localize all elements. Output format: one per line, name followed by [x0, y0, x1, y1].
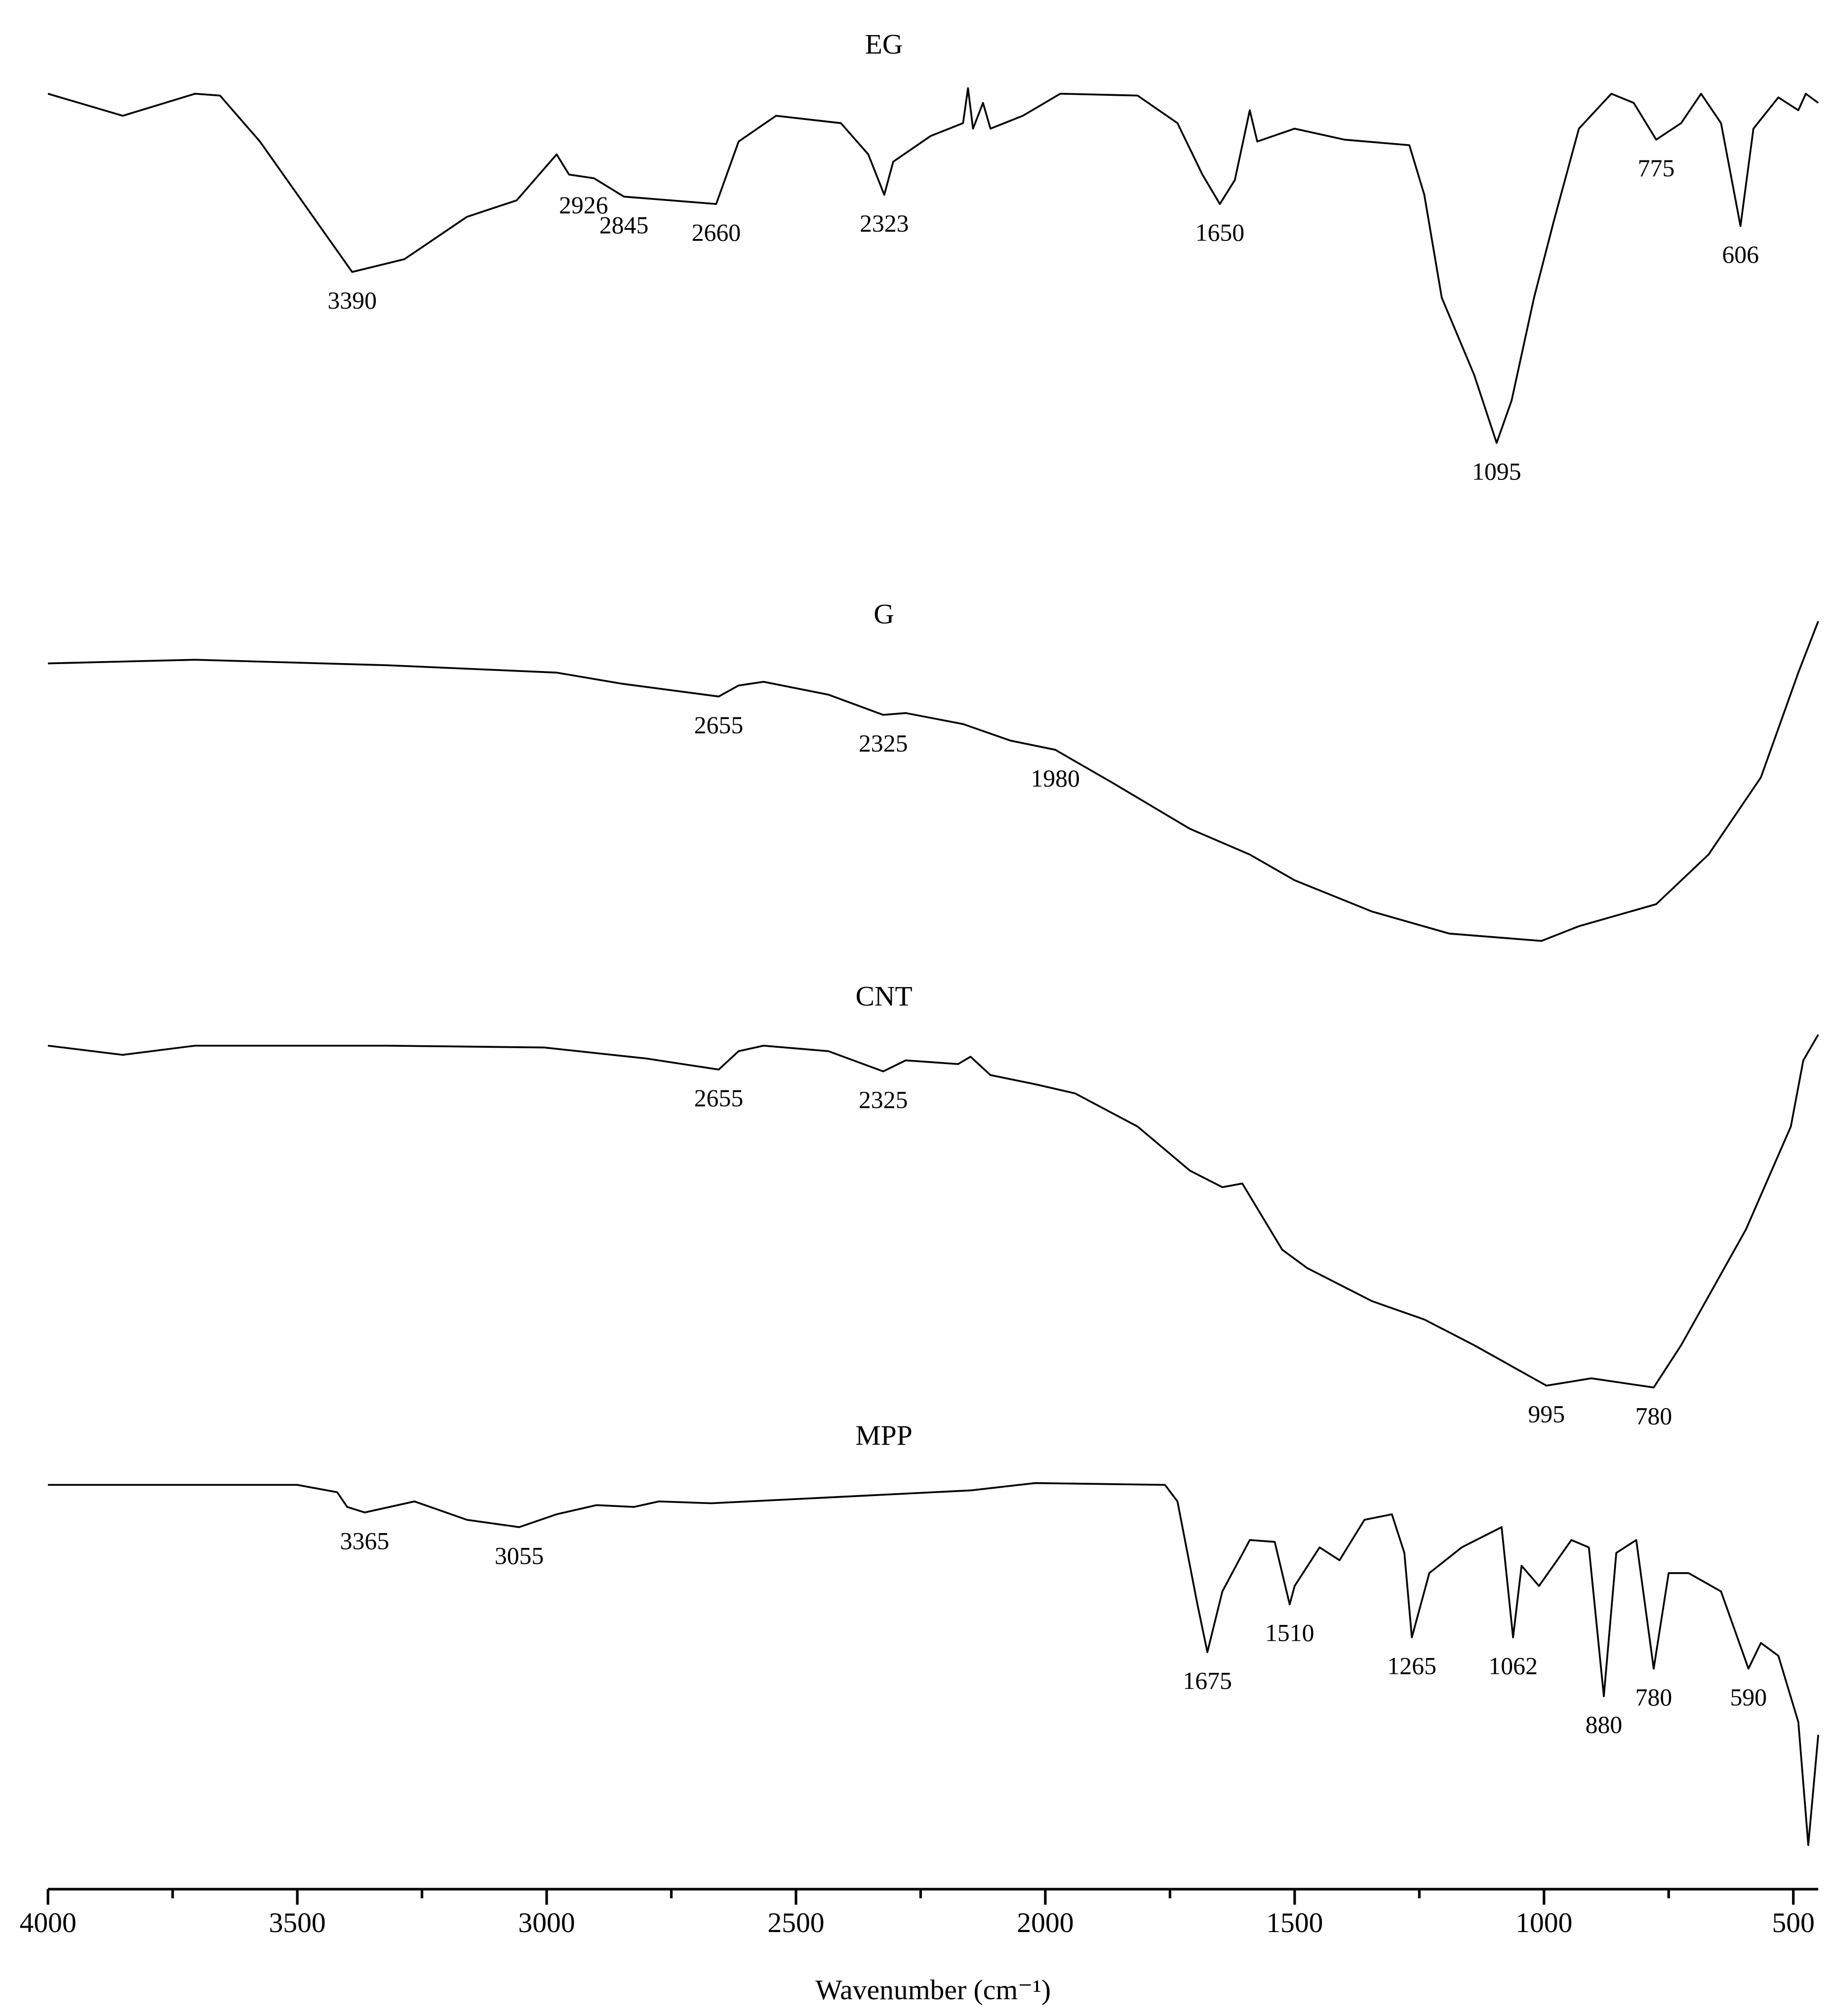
series-label: CNT: [855, 981, 912, 1012]
x-tick-label: 2500: [767, 1907, 824, 1938]
peak-label: 2845: [599, 212, 649, 239]
peak-label: 1675: [1183, 1667, 1232, 1694]
peak-label: 1980: [1031, 765, 1080, 792]
x-tick-label: 3500: [269, 1907, 325, 1938]
peak-label: 2926: [559, 192, 608, 219]
peak-label: 606: [1722, 241, 1759, 268]
peak-label: 1510: [1265, 1620, 1314, 1647]
peak-label: 3365: [340, 1527, 390, 1554]
x-tick-label: 1500: [1266, 1907, 1323, 1938]
peak-label: 2323: [860, 210, 909, 237]
spectrum-line: [47, 1034, 1819, 1388]
peak-label: 1062: [1488, 1653, 1538, 1680]
x-tick-label: 2000: [1017, 1907, 1074, 1938]
series-label: MPP: [855, 1420, 912, 1451]
peak-label: 3390: [327, 287, 377, 314]
peak-label: 2325: [859, 1086, 908, 1113]
peak-label: 1650: [1195, 219, 1245, 246]
series-label: EG: [865, 29, 903, 60]
peak-label: 780: [1635, 1684, 1672, 1711]
peak-label: 2660: [692, 219, 741, 246]
peak-label: 880: [1586, 1711, 1623, 1739]
spectrum-line: [48, 1482, 1820, 1846]
x-tick-label: 4000: [20, 1907, 77, 1938]
peak-label: 775: [1638, 155, 1675, 182]
spectrum-line: [48, 621, 1819, 942]
series-label: G: [874, 599, 894, 630]
peak-label: 995: [1528, 1401, 1565, 1428]
x-axis-label: Wavenumber (cm⁻¹): [815, 1975, 1051, 2006]
spectrum-line: [47, 87, 1819, 444]
peak-label: 780: [1635, 1402, 1672, 1429]
x-tick-label: 1000: [1515, 1907, 1572, 1938]
peak-label: 3055: [495, 1542, 544, 1569]
peak-label: 590: [1730, 1684, 1767, 1711]
peak-label: 1265: [1387, 1653, 1436, 1680]
peak-label: 2655: [694, 712, 744, 739]
peak-label: 2325: [859, 730, 908, 757]
peak-label: 2655: [694, 1084, 744, 1111]
peak-label: 1095: [1472, 458, 1521, 485]
x-tick-label: 3000: [518, 1907, 575, 1938]
x-tick-label: 500: [1772, 1907, 1814, 1938]
